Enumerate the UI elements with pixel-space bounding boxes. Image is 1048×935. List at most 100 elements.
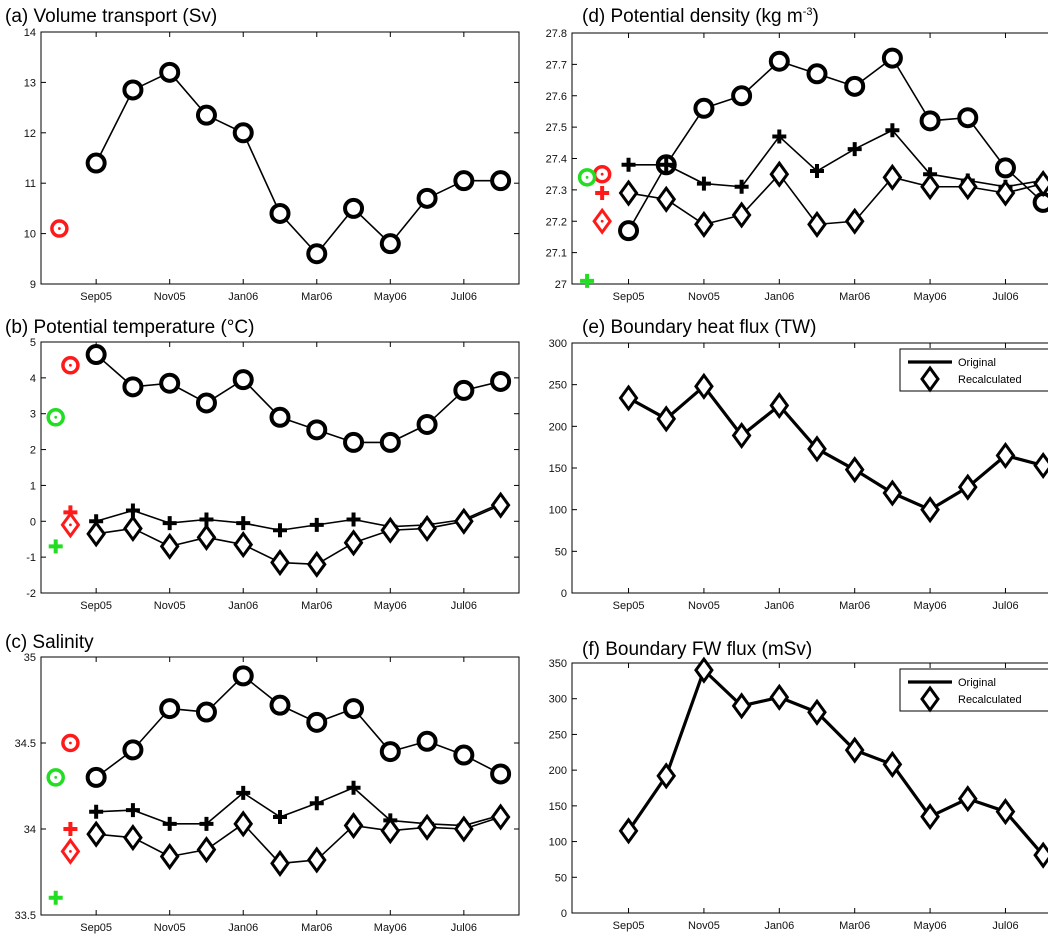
data-point-circle — [881, 47, 903, 69]
data-point-circle — [957, 107, 979, 129]
data-point-diamond — [920, 496, 940, 524]
data-point-circle-dot — [577, 168, 597, 187]
data-point-diamond — [453, 507, 474, 535]
y-tick-label: 27.5 — [546, 122, 567, 134]
data-point-diamond — [343, 529, 364, 557]
legend-marker-recalculated — [920, 685, 940, 713]
data-point-diamond — [882, 479, 903, 507]
x-tick-label: Jan06 — [764, 291, 794, 303]
data-point-diamond — [656, 762, 677, 790]
data-point-diamond — [694, 656, 714, 684]
data-point-diamond — [233, 810, 254, 838]
panel-title: (c) Salinity — [5, 632, 94, 653]
data-point-diamond — [270, 849, 290, 877]
data-point-diamond — [233, 531, 254, 559]
x-tick-label: May06 — [914, 291, 947, 303]
y-tick-label: 11 — [25, 178, 36, 190]
series-diamond-dot-6 — [592, 207, 613, 235]
series-circle-0 — [85, 61, 512, 265]
y-tick-label: 9 — [30, 279, 36, 291]
x-tick-label: Jan06 — [228, 600, 258, 612]
panel-b: (b) Potential temperature (°C) -2 -1 0 1 2 3 4 5… — [5, 317, 520, 612]
data-point-circle — [232, 665, 254, 687]
data-point-circle — [122, 739, 144, 761]
y-tick-label: 250 — [549, 729, 567, 741]
x-tick-label: Sep05 — [613, 920, 645, 932]
data-point-diamond — [807, 698, 827, 726]
series-line — [628, 385, 1044, 511]
data-point-circle — [85, 344, 107, 366]
data-point-circle — [806, 63, 828, 85]
data-point-diamond — [1033, 841, 1048, 869]
data-point-circle — [693, 97, 715, 119]
data-point-circle — [379, 431, 401, 453]
data-point-diamond — [618, 817, 639, 845]
series-line — [628, 173, 1044, 226]
panel-f: (f) Boundary FW flux (mSv) 0 50 100 150 200 25… — [549, 639, 1048, 932]
y-tick-label: 27.4 — [546, 154, 567, 166]
data-point-circle — [122, 79, 144, 101]
x-tick-label: May06 — [374, 600, 407, 612]
y-tick-label: 150 — [549, 463, 567, 475]
data-point-circle-dot — [592, 164, 612, 184]
data-point-diamond — [920, 803, 940, 831]
y-tick-label: 13 — [24, 77, 36, 89]
series-circle-dot-4 — [46, 768, 65, 787]
x-tick-label: Jul06 — [992, 600, 1018, 612]
x-tick-label: May06 — [914, 920, 947, 932]
y-tick-label: 150 — [549, 801, 567, 813]
y-tick-label: 250 — [549, 380, 567, 392]
x-tick-label: May06 — [374, 922, 407, 934]
series-circle-dot-1 — [50, 219, 69, 238]
data-point-diamond — [731, 692, 752, 720]
y-tick-label: 34 — [24, 824, 36, 836]
data-point-diamond — [844, 736, 865, 764]
data-point-diamond — [417, 514, 437, 543]
series-line — [627, 384, 1044, 512]
y-tick-label: 0 — [561, 908, 567, 920]
data-point-diamond — [618, 179, 639, 207]
series-original-0 — [627, 384, 1044, 512]
data-point-circle — [232, 122, 254, 144]
series-plus-1 — [89, 496, 508, 538]
series-circle-0 — [618, 47, 1048, 242]
y-tick-label: 14 — [24, 27, 36, 39]
marker-dot — [69, 523, 72, 527]
panel-d: (d) Potential density (kg m-3) 27 27.1 27.2… — [546, 6, 1048, 303]
series-diamond-dot-6 — [60, 837, 81, 865]
data-point-plus — [125, 803, 140, 818]
series-line — [95, 71, 501, 255]
data-point-circle — [379, 233, 401, 255]
x-tick-label: Nov05 — [688, 920, 720, 932]
series-recalculated-1 — [618, 372, 1048, 524]
data-point-plus — [63, 822, 78, 836]
data-point-plus — [346, 780, 361, 795]
data-point-circle — [306, 243, 328, 265]
y-tick-label: 5 — [30, 337, 36, 349]
data-point-circle — [490, 170, 512, 192]
series-line — [95, 353, 501, 444]
x-tick-label: May06 — [374, 291, 407, 303]
data-point-circle — [269, 406, 291, 428]
legend-label-original: Original — [958, 677, 996, 689]
y-tick-label: 12 — [24, 128, 36, 140]
data-point-diamond — [490, 491, 511, 519]
data-point-circle — [731, 85, 753, 107]
data-point-circle — [844, 75, 866, 97]
data-point-diamond — [844, 207, 865, 235]
y-tick-label: 4 — [30, 373, 36, 385]
data-point-circle — [343, 197, 365, 219]
x-tick-label: Mar06 — [301, 291, 332, 303]
data-point-circle — [490, 763, 512, 785]
data-point-circle — [343, 698, 365, 720]
data-point-diamond — [995, 179, 1016, 207]
data-point-diamond — [957, 473, 978, 501]
panel-title: (a) Volume transport (Sv) — [5, 6, 217, 27]
y-tick-label: 35 — [24, 652, 36, 664]
y-tick-label: 0 — [30, 516, 36, 528]
data-point-plus — [48, 890, 63, 905]
data-point-circle — [416, 730, 438, 752]
data-point-circle — [159, 61, 181, 83]
data-point-diamond — [882, 163, 903, 191]
x-tick-label: Jan06 — [228, 291, 258, 303]
